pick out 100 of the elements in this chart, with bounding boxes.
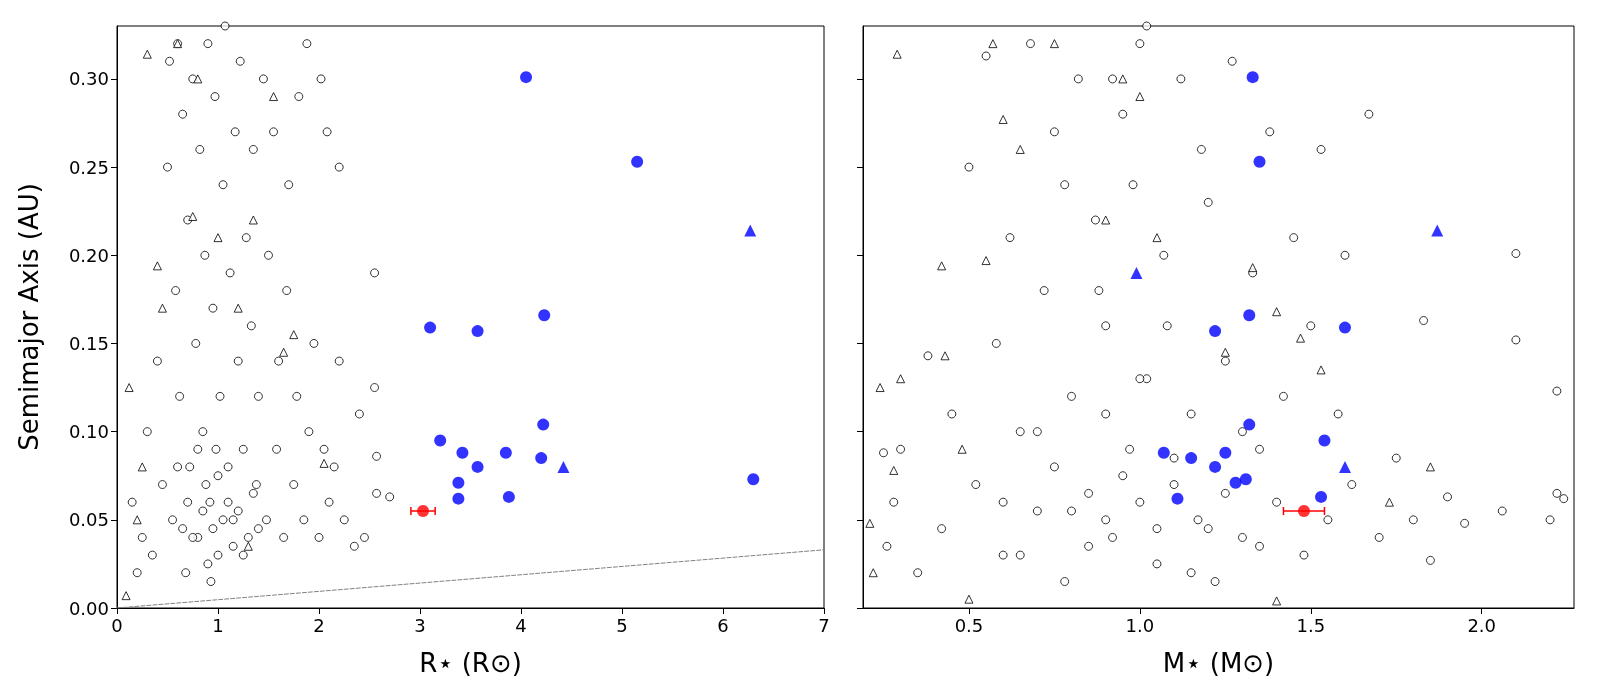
point [1272,596,1282,606]
point [537,418,550,431]
point [937,261,947,271]
point [452,492,465,505]
point [1253,155,1266,168]
point [121,591,131,601]
point [471,325,484,338]
point [1431,224,1444,237]
point [892,49,902,59]
point [1152,233,1162,243]
point [152,261,162,271]
point [557,460,570,473]
point [940,351,950,361]
point [1015,144,1025,154]
point [132,515,142,525]
point [747,473,760,486]
x-tick-label: 1 [212,614,224,636]
y-tick-label: 0.00 [68,597,109,619]
point [1229,476,1242,489]
x-axis-title: M⋆ (M⊙) [1162,648,1275,678]
x-tick-label: 5 [616,614,628,636]
point [988,39,998,49]
point [889,465,899,475]
point [1220,347,1230,357]
point [1135,92,1145,102]
point [157,303,167,313]
point [142,49,152,59]
point [499,446,512,459]
x-tick-label: 1.0 [1125,614,1155,636]
point [279,347,289,357]
point [1243,418,1256,431]
x-tick-label: 6 [717,614,729,636]
point [188,211,198,221]
point [998,114,1008,124]
point [1296,333,1306,343]
y-tick-label: 0.20 [68,244,109,266]
point [1130,266,1143,279]
point [964,594,974,604]
point [865,518,875,528]
point [1219,446,1232,459]
y-axis-title: Semimajor Axis (AU) [14,183,44,451]
point [1049,39,1059,49]
point [502,490,515,503]
point [1318,434,1331,447]
point [471,460,484,473]
point [1272,307,1282,317]
point [1118,74,1128,84]
y-tick-label: 0.10 [68,421,109,443]
point [233,303,243,313]
point [213,233,223,243]
point [1243,309,1256,322]
point [269,92,279,102]
point [875,383,885,393]
point [434,434,447,447]
point [1157,446,1170,459]
point [520,71,533,84]
point [631,155,644,168]
point [456,446,469,459]
y-tick-label: 0.30 [68,68,109,90]
point [868,568,878,578]
x-tick-label: 7 [818,614,830,636]
point [896,374,906,384]
point [957,444,967,454]
x-tick-label: 4 [515,614,527,636]
point [248,215,258,225]
point [1338,460,1351,473]
point [424,321,437,334]
point [1315,490,1328,503]
point [744,224,757,237]
x-tick-label: 2.0 [1467,614,1497,636]
point [538,309,551,322]
point [1185,452,1198,465]
point [1425,462,1435,472]
y-tick-label: 0.05 [68,509,109,531]
point [1209,460,1222,473]
point [417,505,430,517]
point [1209,325,1222,338]
x-tick-label: 1.5 [1296,614,1326,636]
point [1246,71,1259,84]
point [1239,473,1252,486]
x-tick-label: 2 [313,614,325,636]
point [981,256,991,266]
x-tick-label: 0 [111,614,123,636]
y-tick-label: 0.25 [68,156,109,178]
point [289,330,299,340]
x-tick-label: 0.5 [954,614,984,636]
point [535,452,548,465]
point [1297,505,1310,517]
point [1101,215,1111,225]
point [1338,321,1351,334]
point [1248,263,1258,273]
point [1171,492,1184,505]
point [1384,497,1394,507]
point [243,541,253,551]
x-axis-title: R⋆ (R⊙) [419,648,522,678]
point [319,458,329,468]
point [452,476,465,489]
point [124,383,134,393]
x-tick-label: 3 [414,614,426,636]
y-tick-label: 0.15 [68,332,109,354]
